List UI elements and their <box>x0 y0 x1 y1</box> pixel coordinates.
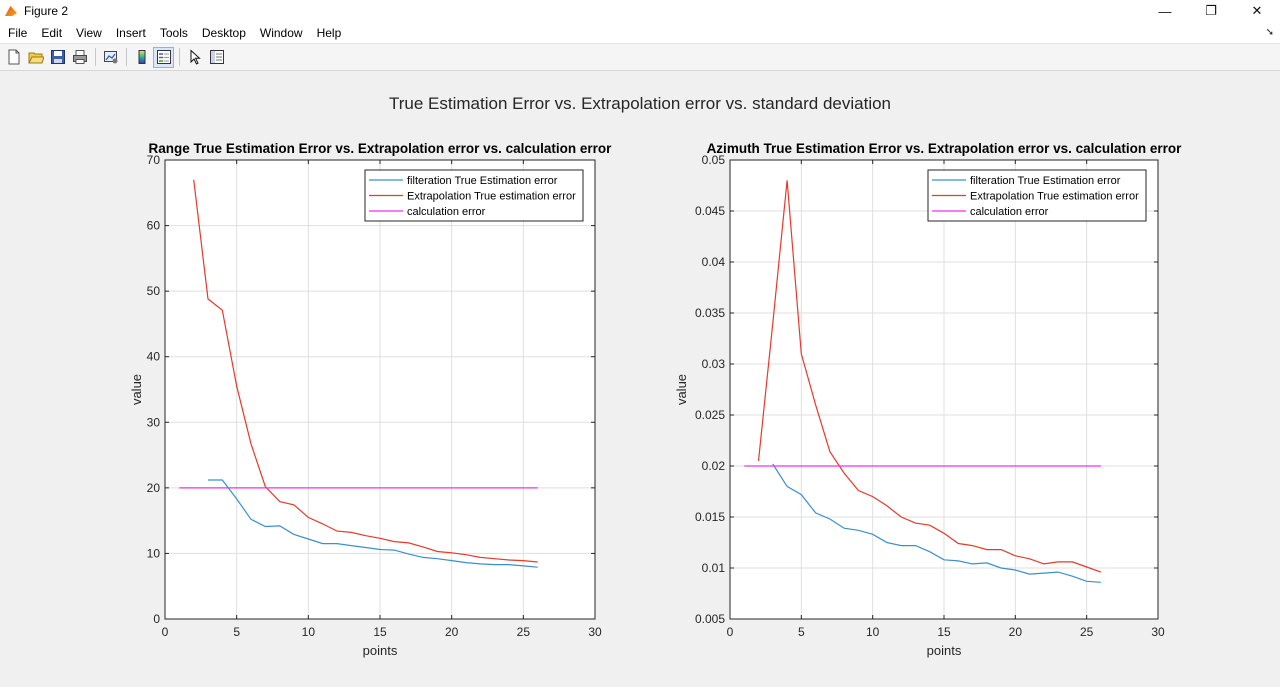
azimuth-y-axis-label: value <box>674 374 689 405</box>
range-x-tick-label: 0 <box>162 625 169 639</box>
range-legend[interactable]: filteration True Estimation error Extrapo… <box>364 169 584 222</box>
toolbar-separator <box>126 48 127 66</box>
menu-view[interactable]: View <box>76 25 102 40</box>
azimuth-y-tick-label: 0.015 <box>695 510 725 524</box>
property-inspector-icon[interactable] <box>206 47 227 68</box>
azimuth-legend[interactable]: filteration True Estimation error Extrapo… <box>927 169 1147 222</box>
range-y-tick-label: 30 <box>147 415 161 429</box>
range-x-tick-label: 25 <box>517 625 531 639</box>
menu-file[interactable]: File <box>8 25 28 40</box>
azimuth-extrapolation-line[interactable] <box>757 180 1102 573</box>
dock-arrow-icon[interactable]: ➘ <box>1265 27 1274 38</box>
range-y-tick-label: 10 <box>147 546 161 560</box>
range-y-axis-label: value <box>129 374 144 405</box>
figure-svg: True Estimation Error vs. Extrapolation … <box>129 94 1182 658</box>
azimuth-axes-title: Azimuth True Estimation Error vs. Extrap… <box>707 141 1183 156</box>
new-figure-icon[interactable] <box>3 47 24 68</box>
azimuth-legend-entry: filteration True Estimation error <box>970 175 1121 187</box>
maximize-button[interactable]: ❐ <box>1205 3 1217 18</box>
close-button[interactable]: ✕ <box>1251 3 1263 18</box>
colorbar-icon[interactable] <box>131 47 152 68</box>
azimuth-legend-entry: Extrapolation True estimation error <box>970 191 1139 203</box>
range-axes-box <box>164 159 596 620</box>
range-y-tick-label: 60 <box>147 219 161 233</box>
menu-window[interactable]: Window <box>259 25 303 40</box>
range-x-tick-label: 20 <box>445 625 459 639</box>
range-legend-entry: filteration True Estimation error <box>407 175 558 187</box>
menu-help[interactable]: Help <box>316 25 342 40</box>
range-x-tick-label: 5 <box>233 625 240 639</box>
window-controls: — ❐ ✕ <box>1142 0 1280 22</box>
azimuth-y-tick-label: 0.02 <box>702 459 726 473</box>
azimuth-filteration-line[interactable] <box>772 463 1101 583</box>
azimuth-x-axis-label: points <box>927 643 962 658</box>
azimuth-x-tick-label: 30 <box>1151 625 1165 639</box>
range-legend-entry: calculation error <box>407 206 486 218</box>
azimuth-x-tick-label: 20 <box>1009 625 1023 639</box>
range-x-axis-label: points <box>363 643 398 658</box>
azimuth-axes[interactable]: 0 5 10 15 20 25 30 0.005 0.01 0.015 0.02 0.025 0.03 0… <box>674 141 1182 658</box>
azimuth-y-tick-label: 0.025 <box>695 408 725 422</box>
range-extrapolation-line[interactable] <box>193 179 538 563</box>
link-plot-icon[interactable] <box>100 47 121 68</box>
print-icon[interactable] <box>69 47 90 68</box>
range-y-tick-label: 50 <box>147 284 161 298</box>
azimuth-y-tick-label: 0.045 <box>695 204 725 218</box>
menu-edit[interactable]: Edit <box>41 25 63 40</box>
azimuth-y-tick-label: 0.035 <box>695 306 725 320</box>
menu-tools[interactable]: Tools <box>159 25 188 40</box>
figure-suptitle: True Estimation Error vs. Extrapolation … <box>389 94 891 113</box>
edit-plot-icon[interactable] <box>184 47 205 68</box>
figure-toolbar <box>0 44 1280 71</box>
save-icon[interactable] <box>47 47 68 68</box>
figure-canvas: True Estimation Error vs. Extrapolation … <box>0 72 1280 682</box>
range-axes-title: Range True Estimation Error vs. Extrapol… <box>149 141 613 156</box>
legend-icon[interactable] <box>153 46 174 68</box>
azimuth-legend-entry: calculation error <box>970 206 1049 218</box>
menu-desktop[interactable]: Desktop <box>201 25 246 40</box>
range-y-tick-label: 0 <box>153 612 160 626</box>
range-x-tick-label: 15 <box>373 625 387 639</box>
range-y-tick-label: 40 <box>147 350 161 364</box>
toolbar-separator <box>95 48 96 66</box>
matlab-icon <box>4 4 18 18</box>
azimuth-y-tick-label: 0.01 <box>702 561 726 575</box>
azimuth-x-tick-label: 25 <box>1080 625 1094 639</box>
menu-insert[interactable]: Insert <box>115 25 146 40</box>
minimize-button[interactable]: — <box>1158 3 1172 19</box>
azimuth-y-tick-label: 0.005 <box>695 612 725 626</box>
toolbar-separator <box>179 48 180 66</box>
azimuth-y-tick-label: 0.03 <box>702 357 726 371</box>
window-title: Figure 2 <box>24 4 69 18</box>
azimuth-x-tick-label: 5 <box>798 625 805 639</box>
open-file-icon[interactable] <box>25 47 46 68</box>
range-filteration-line[interactable] <box>208 479 538 568</box>
range-legend-entry: Extrapolation True estimation error <box>407 191 576 203</box>
range-x-tick-label: 10 <box>302 625 316 639</box>
azimuth-x-tick-label: 0 <box>727 625 734 639</box>
range-y-tick-label: 20 <box>147 481 161 495</box>
range-x-tick-label: 30 <box>588 625 602 639</box>
azimuth-y-tick-label: 0.05 <box>702 153 726 167</box>
menu-bar: File Edit View Insert Tools Desktop Wind… <box>0 22 1280 44</box>
window-titlebar: Figure 2 — ❐ ✕ <box>0 0 1280 22</box>
range-y-tick-label: 70 <box>147 153 161 167</box>
azimuth-y-tick-label: 0.04 <box>702 255 726 269</box>
azimuth-axes-box <box>729 159 1159 620</box>
azimuth-x-tick-label: 10 <box>866 625 880 639</box>
azimuth-x-tick-label: 15 <box>937 625 951 639</box>
